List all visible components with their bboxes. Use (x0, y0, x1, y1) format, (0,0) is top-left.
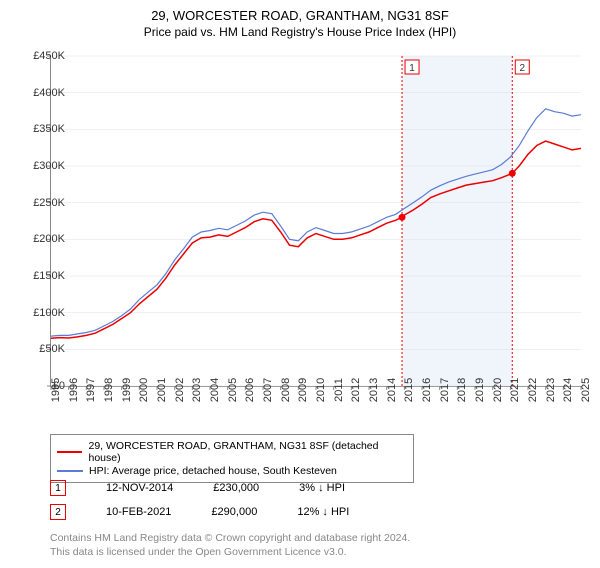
x-axis-label: 2024 (562, 378, 574, 402)
y-axis-label: £150K (33, 270, 65, 282)
x-axis-label: 2001 (156, 378, 168, 402)
x-axis-label: 2004 (209, 378, 221, 402)
x-axis-label: 2006 (244, 378, 256, 402)
plot-area: 12 (50, 56, 581, 387)
y-axis-label: £350K (33, 123, 65, 135)
marker-number: 2 (55, 507, 61, 518)
x-axis-label: 2015 (403, 378, 415, 402)
x-axis-label: 2005 (227, 378, 239, 402)
x-axis-label: 2002 (174, 378, 186, 402)
marker-number: 1 (55, 483, 61, 494)
x-axis-label: 2016 (421, 378, 433, 402)
x-axis-label: 2021 (509, 378, 521, 402)
legend-item: HPI: Average price, detached house, Sout… (57, 465, 407, 477)
x-axis-label: 2007 (262, 378, 274, 402)
x-axis-label: 2011 (333, 378, 345, 402)
y-axis-label: £250K (33, 197, 65, 209)
x-axis-label: 2014 (386, 378, 398, 402)
y-axis-label: £50K (39, 343, 65, 355)
x-axis-label: 2022 (527, 378, 539, 402)
transaction-price: £230,000 (213, 482, 259, 494)
legend: 29, WORCESTER ROAD, GRANTHAM, NG31 8SF (… (50, 434, 414, 483)
x-axis-label: 2010 (315, 378, 327, 402)
transaction-row: 2 10-FEB-2021 £290,000 12% ↓ HPI (50, 504, 349, 520)
marker-box-icon: 2 (50, 504, 66, 520)
x-axis-label: 1995 (50, 378, 62, 402)
x-axis-label: 2019 (474, 378, 486, 402)
legend-item: 29, WORCESTER ROAD, GRANTHAM, NG31 8SF (… (57, 440, 407, 464)
legend-swatch (57, 470, 83, 472)
x-axis-label: 2018 (456, 378, 468, 402)
legend-swatch (57, 451, 82, 453)
legend-label: HPI: Average price, detached house, Sout… (89, 465, 337, 477)
x-axis-label: 1996 (68, 378, 80, 402)
x-axis-label: 1999 (121, 378, 133, 402)
footer-line: This data is licensed under the Open Gov… (50, 546, 347, 558)
svg-text:1: 1 (409, 63, 415, 74)
transaction-date: 12-NOV-2014 (106, 482, 173, 494)
footer-line: Contains HM Land Registry data © Crown c… (50, 532, 410, 544)
x-axis-label: 2000 (138, 378, 150, 402)
chart-container: 29, WORCESTER ROAD, GRANTHAM, NG31 8SF P… (0, 8, 600, 568)
transaction-change: 12% ↓ HPI (297, 506, 349, 518)
x-axis-label: 2009 (297, 378, 309, 402)
x-axis-label: 2013 (368, 378, 380, 402)
svg-text:2: 2 (519, 63, 525, 74)
y-axis-label: £400K (33, 87, 65, 99)
x-axis-label: 2025 (580, 378, 592, 402)
marker-box-icon: 1 (50, 480, 66, 496)
transaction-price: £290,000 (211, 506, 257, 518)
transaction-change: 3% ↓ HPI (299, 482, 345, 494)
chart-title: 29, WORCESTER ROAD, GRANTHAM, NG31 8SF (0, 8, 600, 23)
chart-subtitle: Price paid vs. HM Land Registry's House … (0, 25, 600, 39)
x-axis-label: 2023 (545, 378, 557, 402)
transaction-date: 10-FEB-2021 (106, 506, 171, 518)
x-axis-label: 2017 (439, 378, 451, 402)
y-axis-label: £300K (33, 160, 65, 172)
chart-svg: 12 (51, 56, 581, 386)
y-axis-label: £450K (33, 50, 65, 62)
x-axis-label: 2012 (350, 378, 362, 402)
x-axis-label: 1998 (103, 378, 115, 402)
y-axis-label: £100K (33, 307, 65, 319)
x-axis-label: 2008 (280, 378, 292, 402)
legend-label: 29, WORCESTER ROAD, GRANTHAM, NG31 8SF (… (88, 440, 407, 464)
x-axis-label: 2020 (492, 378, 504, 402)
x-axis-label: 2003 (191, 378, 203, 402)
y-axis-label: £200K (33, 233, 65, 245)
transaction-row: 1 12-NOV-2014 £230,000 3% ↓ HPI (50, 480, 345, 496)
x-axis-label: 1997 (85, 378, 97, 402)
